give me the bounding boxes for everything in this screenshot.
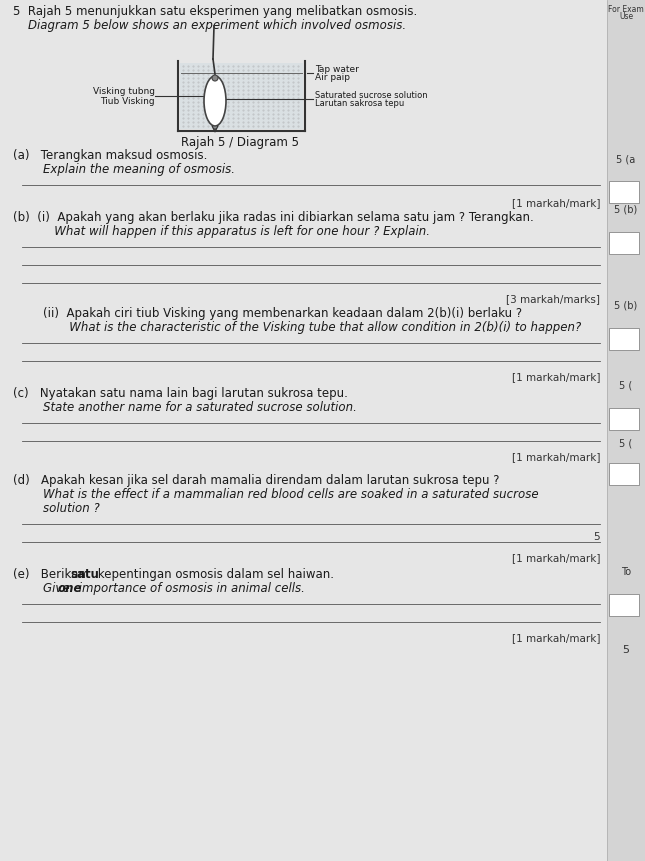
Text: Tap water: Tap water [315,65,359,73]
Text: (ii)  Apakah ciri tiub Visking yang membenarkan keadaan dalam 2(b)(i) berlaku ?: (ii) Apakah ciri tiub Visking yang membe… [13,307,522,320]
Text: To: To [621,567,631,577]
Text: Saturated sucrose solution: Saturated sucrose solution [315,90,428,100]
Text: What is the characteristic of the Visking tube that allow condition in 2(b)(i) t: What is the characteristic of the Viskin… [13,321,581,334]
Text: (c)   Nyatakan satu nama lain bagi larutan sukrosa tepu.: (c) Nyatakan satu nama lain bagi larutan… [13,387,348,400]
Text: (d)   Apakah kesan jika sel darah mamalia direndam dalam larutan sukrosa tepu ?: (d) Apakah kesan jika sel darah mamalia … [13,474,499,487]
Text: 5 (: 5 ( [619,438,633,448]
Text: What will happen if this apparatus is left for one hour ? Explain.: What will happen if this apparatus is le… [13,225,430,238]
Text: 5: 5 [622,645,630,655]
Bar [609,181,639,203]
Bar [609,408,639,430]
Text: Visking tubng: Visking tubng [93,86,155,96]
Text: 5 (: 5 ( [619,381,633,391]
Text: 5 (b): 5 (b) [615,205,638,215]
Bar [609,594,639,616]
Bar [607,0,645,861]
Text: 5: 5 [593,532,600,542]
Text: importance of osmosis in animal cells.: importance of osmosis in animal cells. [75,582,305,595]
Bar [609,232,639,254]
Text: For Exam: For Exam [608,5,644,14]
Text: Air paip: Air paip [315,73,350,83]
Text: State another name for a saturated sucrose solution.: State another name for a saturated sucro… [13,401,357,414]
Text: solution ?: solution ? [13,502,100,515]
Text: (b)  (i)  Apakah yang akan berlaku jika radas ini dibiarkan selama satu jam ? Te: (b) (i) Apakah yang akan berlaku jika ra… [13,211,534,224]
Text: [3 markah/marks]: [3 markah/marks] [506,294,600,304]
Text: 5 (a: 5 (a [617,154,635,164]
Text: kepentingan osmosis dalam sel haiwan.: kepentingan osmosis dalam sel haiwan. [94,568,334,581]
Text: [1 markah/mark]: [1 markah/mark] [511,553,600,563]
Text: [1 markah/mark]: [1 markah/mark] [511,372,600,382]
Text: 5 (b): 5 (b) [615,301,638,311]
Text: Tiub Visking: Tiub Visking [101,96,155,106]
Text: Diagram 5 below shows an experiment which involved osmosis.: Diagram 5 below shows an experiment whic… [13,19,406,32]
Text: Rajah 5 / Diagram 5: Rajah 5 / Diagram 5 [181,136,299,149]
Text: [1 markah/mark]: [1 markah/mark] [511,198,600,208]
Ellipse shape [204,76,226,126]
Bar [609,328,639,350]
Text: Explain the meaning of osmosis.: Explain the meaning of osmosis. [13,163,235,176]
Text: (e)   Berikan: (e) Berikan [13,568,90,581]
Text: (a)   Terangkan maksud osmosis.: (a) Terangkan maksud osmosis. [13,149,208,162]
Text: [1 markah/mark]: [1 markah/mark] [511,633,600,643]
Bar [609,463,639,485]
Text: 5  Rajah 5 menunjukkan satu eksperimen yang melibatkan osmosis.: 5 Rajah 5 menunjukkan satu eksperimen ya… [13,5,417,18]
Bar [180,63,303,129]
Text: one: one [58,582,83,595]
Text: Use: Use [619,12,633,21]
Ellipse shape [212,75,218,81]
Text: Give: Give [13,582,74,595]
Text: What is the effect if a mammalian red blood cells are soaked in a saturated sucr: What is the effect if a mammalian red bl… [13,488,539,501]
Text: [1 markah/mark]: [1 markah/mark] [511,452,600,462]
Text: Larutan sakrosa tepu: Larutan sakrosa tepu [315,100,404,108]
Text: satu: satu [70,568,99,581]
